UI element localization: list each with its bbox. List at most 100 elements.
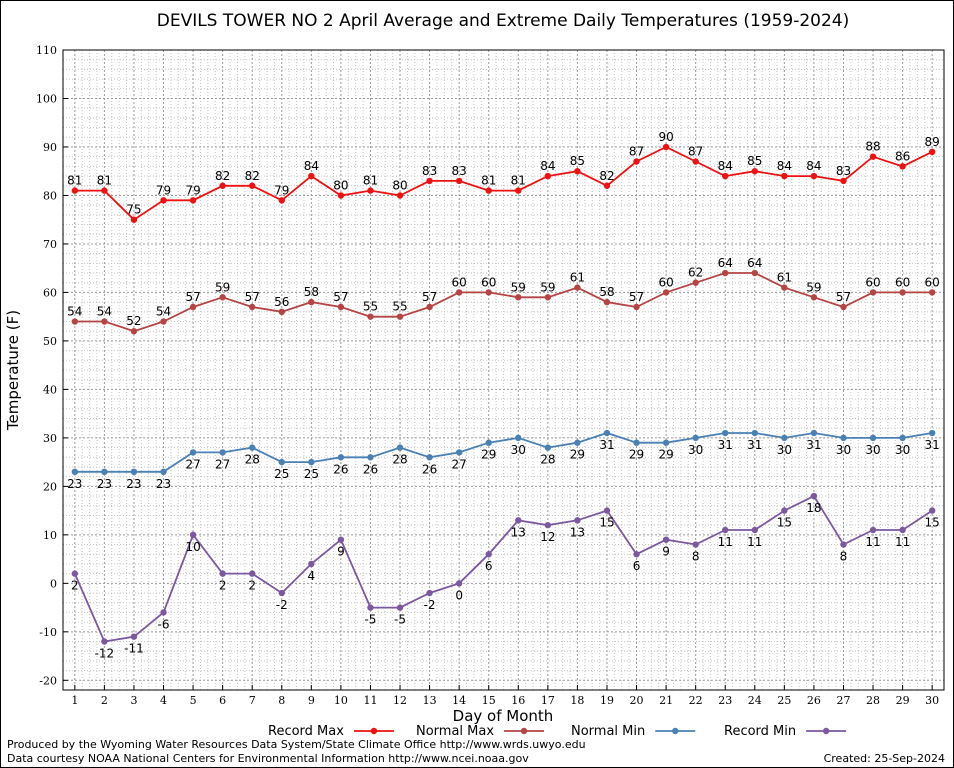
normal-max-point: [160, 318, 167, 325]
x-tick-label: 16: [511, 694, 525, 707]
record-min-point: [485, 551, 492, 558]
legend: Record Max Normal Max Normal Min Record Min: [268, 724, 847, 739]
normal-min-data-label: 26: [333, 462, 348, 476]
normal-max-point: [574, 284, 581, 291]
record-max-point: [515, 187, 522, 194]
record-max-line: [74, 145, 933, 221]
legend-marker-record-max: [370, 727, 378, 735]
record-max-data-label: 81: [67, 174, 82, 188]
legend-label-record-max: Record Max: [268, 724, 344, 739]
x-tick-label: 17: [541, 694, 555, 707]
normal-min-data-label: 31: [925, 438, 940, 452]
record-min-data-label: 2: [248, 579, 256, 593]
normal-max-data-label: 57: [245, 290, 260, 304]
normal-max-point: [130, 328, 138, 335]
normal-max-point: [367, 313, 374, 320]
legend-label-record-min: Record Min: [724, 724, 796, 739]
record-min-data-label: 11: [747, 535, 762, 549]
normal-max-data-label: 55: [363, 300, 378, 314]
normal-max-point: [928, 289, 936, 296]
x-axis-label: Day of Month: [453, 707, 554, 725]
normal-min-point: [899, 434, 906, 442]
x-tick-label: 9: [308, 694, 315, 707]
record-min-point: [515, 517, 522, 524]
record-min-point: [544, 521, 552, 529]
normal-max-point: [544, 294, 552, 301]
record-min-point: [101, 638, 108, 645]
legend-marker-record-min: [822, 727, 830, 735]
normal-min-point: [781, 434, 788, 442]
normal-min-point: [692, 434, 699, 442]
record-max-point: [840, 177, 847, 185]
y-tick-label: 110: [36, 44, 57, 57]
x-tick-label: 20: [630, 694, 644, 707]
y-tick-label: 50: [43, 335, 57, 348]
x-tick-label: 13: [423, 694, 437, 707]
normal-min-point: [396, 444, 404, 451]
record-max-data-label: 82: [215, 169, 230, 183]
record-max-point: [544, 172, 552, 180]
record-max-point: [219, 182, 226, 189]
record-max-point: [869, 153, 877, 160]
record-min-point: [278, 589, 285, 597]
y-tick-label: 90: [43, 141, 57, 154]
record-max-data-label: 85: [570, 154, 585, 168]
record-max-point: [899, 163, 906, 170]
y-tick-label: -20: [39, 674, 57, 687]
record-min-data-label: 18: [806, 501, 821, 515]
x-tick-label: 28: [866, 694, 880, 707]
normal-max-point: [515, 294, 522, 301]
record-min-point: [810, 492, 818, 500]
x-tick-label: 8: [278, 694, 285, 707]
record-max-point: [249, 182, 256, 189]
record-min-data-label: -11: [124, 642, 144, 656]
record-max-data-label: 85: [747, 154, 762, 168]
record-max-point: [810, 172, 818, 180]
record-max-point: [396, 192, 404, 199]
record-min-point: [160, 609, 167, 616]
record-min-point: [367, 604, 374, 611]
normal-max-point: [633, 303, 640, 311]
record-min-point: [633, 551, 640, 558]
x-tick-label: 2: [101, 694, 108, 707]
record-max-point: [189, 197, 197, 204]
record-max-data-label: 75: [126, 203, 141, 217]
record-max-point: [485, 187, 492, 194]
normal-max-point: [249, 303, 256, 311]
normal-min-point: [130, 468, 138, 476]
normal-max-data-label: 57: [333, 290, 348, 304]
normal-max-data-label: 61: [570, 271, 585, 285]
record-max-data-label: 82: [245, 169, 260, 183]
plot-border: [62, 49, 945, 691]
normal-max-data-label: 60: [481, 275, 496, 289]
record-min-data-label: -2: [424, 598, 436, 612]
normal-min-data-label: 29: [481, 448, 496, 462]
record-max-data-label: 83: [422, 164, 437, 178]
normal-min-point: [810, 429, 818, 437]
normal-min-data-label: 31: [747, 438, 762, 452]
normal-max-data-label: 60: [452, 275, 467, 289]
normal-max-point: [603, 298, 611, 306]
record-max-point: [603, 182, 611, 189]
x-tick-label: 14: [452, 694, 466, 707]
record-max-data-label: 79: [156, 183, 171, 197]
record-max-point: [308, 172, 315, 180]
record-min-data-label: 13: [511, 525, 526, 539]
normal-max-data-label: 64: [718, 256, 733, 270]
normal-min-point: [101, 468, 108, 476]
normal-min-data-label: 25: [304, 467, 319, 481]
record-max-data-label: 84: [304, 159, 319, 173]
record-min-data-label: 6: [485, 559, 493, 573]
record-min-data-label: 11: [718, 535, 733, 549]
record-min-data-label: 13: [570, 525, 585, 539]
normal-max-point: [840, 303, 847, 311]
normal-max-point: [485, 289, 492, 296]
record-min-data-label: 15: [599, 516, 614, 530]
record-max-point: [426, 177, 433, 185]
record-min-point: [308, 560, 315, 568]
record-max-data-label: 79: [185, 183, 200, 197]
normal-min-data-label: 29: [570, 448, 585, 462]
normal-min-point: [574, 439, 581, 446]
record-max-data-label: 84: [718, 159, 733, 173]
